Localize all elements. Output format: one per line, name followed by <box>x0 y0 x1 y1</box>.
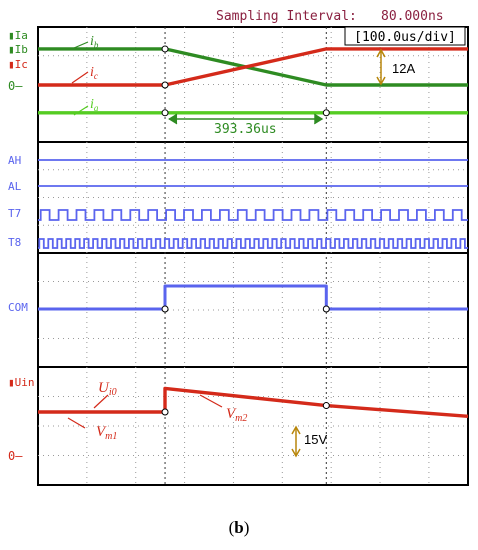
amplitude-arrowhead-down <box>376 76 386 86</box>
trace-ic <box>38 47 468 87</box>
legend-ia: ▮Ia <box>8 29 28 42</box>
step-arrowhead-down <box>291 448 301 458</box>
ic-pointer <box>71 71 89 84</box>
vm2-pointer <box>199 394 223 408</box>
zero-marker-voltage: 0— <box>8 449 23 463</box>
uin-annotation: Ui0 <box>98 380 117 398</box>
legend-ib: ▮Ib <box>8 43 28 56</box>
sampling-interval-value: 80.000ns <box>381 9 444 24</box>
trace-layer <box>38 41 469 458</box>
interval-arrowhead-left <box>168 113 178 125</box>
interval-annotation: 393.36us <box>214 122 277 137</box>
vm2-annotation: Vm2 <box>226 406 247 424</box>
step-arrowhead-up <box>291 425 301 435</box>
timebase-label: [100.0us/div] <box>354 30 456 45</box>
cursor-dot-2 <box>322 109 330 117</box>
figure-caption: (b) <box>228 518 250 537</box>
ib-pointer <box>73 41 89 49</box>
com-cursor-dot-1 <box>161 305 169 313</box>
timebase-box <box>344 26 466 46</box>
trace-uin <box>38 386 469 418</box>
ib-annotation: ib <box>90 34 99 50</box>
com-cursor-dot-2 <box>322 305 330 313</box>
legend-uin: ▮Uin <box>8 376 35 389</box>
trace-com <box>38 284 468 311</box>
amplitude-arrowhead-up <box>376 48 386 58</box>
interval-arrowhead-right <box>314 113 324 125</box>
step-annotation: 15V <box>304 432 327 447</box>
uin-pointer <box>93 394 109 409</box>
label-t8: T8 <box>8 236 21 249</box>
vm1-pointer <box>67 417 86 429</box>
label-t7: T7 <box>8 207 21 220</box>
ia-annotation: ia <box>90 97 99 113</box>
vm1-annotation: Vm1 <box>96 424 117 442</box>
label-com: COM <box>8 301 28 314</box>
cursor-dot-3 <box>161 109 169 117</box>
uin-cursor-dot-1 <box>161 408 169 416</box>
cursor-dot-0 <box>161 45 169 53</box>
zero-marker-currents: 0— <box>8 79 23 93</box>
label-layer: [100.0us/div] ▮Ia ▮Ib ▮Ic 0— AH AL T7 T8… <box>8 26 466 463</box>
scope-frame <box>37 26 469 486</box>
grid-layer <box>37 26 469 486</box>
label-ah: AH <box>8 154 21 167</box>
amplitude-annotation: 12A <box>392 61 415 76</box>
label-al: AL <box>8 180 22 193</box>
trace-t8 <box>38 238 468 249</box>
ic-annotation: ic <box>90 65 98 81</box>
cursor-dot-1 <box>161 81 169 89</box>
legend-ic: ▮Ic <box>8 58 28 71</box>
trace-t7 <box>38 209 468 221</box>
sampling-interval-label: Sampling Interval: <box>216 9 357 24</box>
ia-pointer <box>73 105 89 116</box>
uin-cursor-dot-2 <box>322 402 330 410</box>
static-layer: Sampling Interval: 80.000ns <box>216 9 444 24</box>
